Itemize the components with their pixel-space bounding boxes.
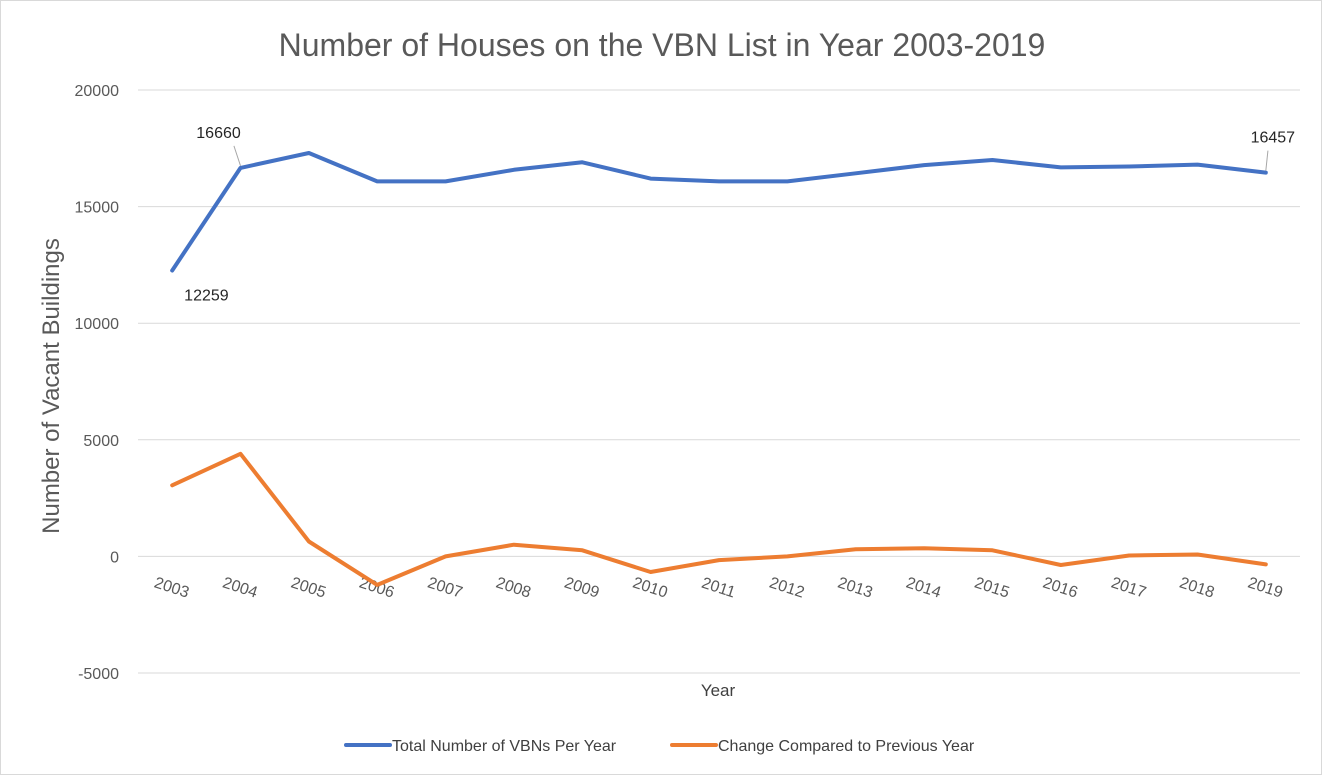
data-label: 12259	[184, 288, 229, 305]
series-1-point	[990, 158, 994, 162]
series-1-point	[512, 168, 516, 172]
x-axis-title: Year	[701, 681, 736, 700]
series-1-point	[307, 151, 311, 155]
series-1-point	[239, 166, 243, 170]
data-labels: 12259 16660 16457	[184, 125, 1295, 305]
data-label: 16660	[196, 125, 241, 142]
series-2-point	[1264, 562, 1268, 566]
series-2-point	[307, 539, 311, 543]
series-1-point	[580, 160, 584, 164]
series-2-point	[1059, 563, 1063, 567]
series-1-point	[785, 179, 789, 183]
x-tick-label: 2003	[152, 575, 191, 602]
series-2-point	[239, 452, 243, 456]
x-tick-label: 2014	[904, 575, 943, 602]
x-tick-label: 2007	[425, 575, 464, 602]
series-2-point	[444, 554, 448, 558]
data-label: 16457	[1251, 130, 1296, 147]
series-line-2	[170, 451, 1268, 587]
series-2-point	[649, 570, 653, 574]
x-tick-label: 2019	[1246, 575, 1285, 602]
series-2-point	[1195, 553, 1199, 557]
series-2-point	[580, 548, 584, 552]
series-1-point	[649, 177, 653, 181]
y-tick-label: 5000	[83, 433, 119, 450]
series-2-point	[922, 546, 926, 550]
y-tick-label: -5000	[78, 666, 119, 683]
data-label-leader	[1265, 150, 1269, 171]
series-lines	[170, 151, 1268, 587]
y-axis-ticks: 20000 15000 10000 5000 0 -5000	[75, 83, 120, 683]
legend: Total Number of VBNs Per Year Change Comp…	[344, 738, 975, 755]
series-1-point	[717, 179, 721, 183]
x-tick-label: 2010	[630, 575, 669, 602]
series-2-point	[717, 558, 721, 562]
series-1-point	[1127, 164, 1131, 168]
y-tick-label: 0	[110, 549, 119, 566]
x-tick-label: 2011	[699, 575, 737, 602]
series-2-point	[1127, 553, 1131, 557]
series-1-point	[1195, 163, 1199, 167]
x-tick-label: 2015	[972, 575, 1011, 602]
series-1-point	[1264, 171, 1268, 175]
series-2-point	[512, 543, 516, 547]
data-label-leader	[233, 145, 242, 167]
x-tick-label: 2008	[494, 575, 533, 602]
x-tick-label: 2009	[562, 575, 601, 602]
y-tick-label: 20000	[75, 83, 120, 100]
series-line-1	[170, 151, 1268, 273]
series-2-point	[375, 583, 379, 587]
legend-label-2: Change Compared to Previous Year	[718, 738, 975, 755]
series-2-point	[170, 483, 174, 487]
y-tick-label: 10000	[75, 316, 120, 333]
series-1-point	[1059, 165, 1063, 169]
legend-label-1: Total Number of VBNs Per Year	[392, 738, 617, 755]
y-tick-label: 15000	[75, 200, 120, 217]
series-1-point	[854, 171, 858, 175]
series-1-point	[170, 269, 174, 273]
y-axis-title: Number of Vacant Buildings	[38, 238, 65, 534]
x-tick-label: 2005	[289, 575, 328, 602]
x-tick-label: 2013	[836, 575, 875, 602]
x-tick-label: 2017	[1109, 575, 1148, 602]
x-tick-label: 2004	[220, 575, 259, 602]
series-2-point	[785, 554, 789, 558]
series-2-point	[854, 547, 858, 551]
chart-title: Number of Houses on the VBN List in Year…	[279, 27, 1046, 63]
x-tick-label: 2018	[1177, 575, 1216, 602]
series-2-point	[990, 548, 994, 552]
x-tick-label: 2016	[1041, 575, 1080, 602]
x-tick-label: 2012	[767, 575, 806, 602]
series-1-point	[922, 163, 926, 167]
series-1-point	[375, 179, 379, 183]
x-axis-ticks: 2003 2004 2005 2006 2007 2008 2009 2010 2011 2012…	[152, 575, 1285, 602]
series-1-point	[444, 179, 448, 183]
